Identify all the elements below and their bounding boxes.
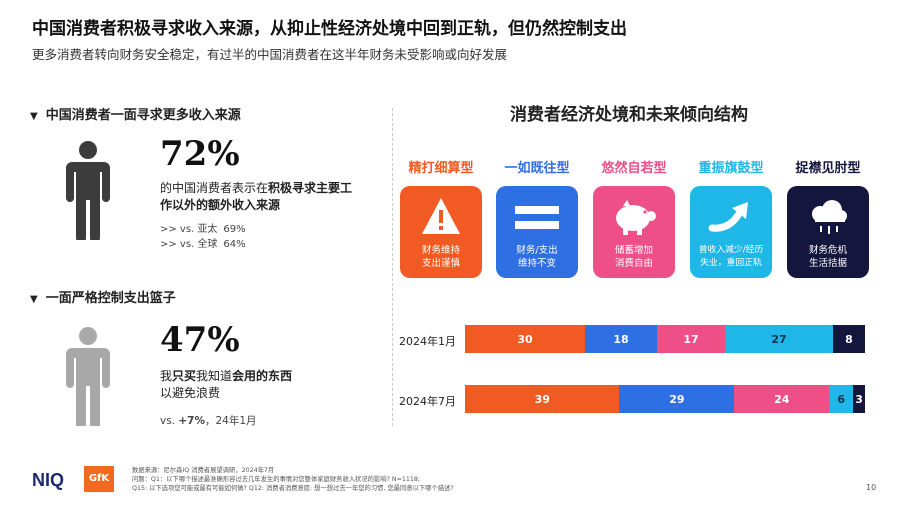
piggy-bank-icon: [593, 194, 675, 240]
section-heading-income: ▼ 中国消费者一面寻求更多收入来源: [30, 104, 241, 123]
type-label-rebound: 重振旗鼓型: [698, 161, 764, 176]
data-label: 3: [855, 392, 863, 406]
type-card-careful: 财务维持 支出谨慎: [400, 186, 482, 278]
card-text: 储蓄增加 消费自由: [593, 244, 675, 270]
bar-segment-strapped: 3: [853, 385, 865, 413]
stacked-bar-jan: 30 18 17 27 8: [465, 325, 865, 353]
data-label: 18: [613, 332, 629, 346]
desc-text: 我: [160, 369, 173, 383]
person-icon: [60, 140, 116, 244]
card-text: 曾收入减少/经历 失业，重回正轨: [690, 244, 772, 270]
row-label-jan: 2024年1月: [399, 335, 456, 348]
bar-segment-steady: 18: [585, 325, 657, 353]
stat-spending: 47%: [160, 320, 240, 360]
page-number: 10: [866, 483, 877, 492]
type-label-careful: 精打细算型: [408, 161, 474, 176]
desc-text: 我知道: [196, 369, 233, 383]
type-label-leisurely: 悠然自若型: [601, 161, 667, 176]
data-label: 24: [774, 392, 790, 406]
stacked-bar-jul: 39 29 24 6 3: [465, 385, 865, 413]
comparison-apac: >> vs. 亚太 69%: [160, 222, 246, 237]
data-label: 17: [683, 332, 699, 346]
page-subtitle: 更多消费者转向财务安全稳定，有过半的中国消费者在这半年财务未受影响或向好发展: [32, 47, 508, 62]
comparison-jan: vs. +7%，24年1月: [160, 414, 257, 429]
triangle-down-icon: ▼: [30, 111, 38, 122]
page-title: 中国消费者积极寻求收入来源，从抑止性经济处境中回到正轨，但仍然控制支出: [32, 19, 627, 39]
row-label-jul: 2024年7月: [399, 395, 456, 408]
data-label: 8: [845, 332, 853, 346]
type-label-strapped: 捉襟见肘型: [795, 161, 861, 176]
type-card-leisurely: 储蓄增加 消费自由: [593, 186, 675, 278]
section-heading-label: 一面严格控制支出篮子: [45, 291, 176, 306]
stat-income-desc: 的中国消费者表示在积极寻求主要工作以外的额外收入来源: [160, 180, 360, 214]
card-line: 维持不变: [517, 258, 556, 269]
card-line: 财务维持: [421, 245, 460, 256]
type-card-strapped: 财务危机 生活拮据: [787, 186, 869, 278]
bar-segment-steady: 29: [619, 385, 735, 413]
desc-bold-text: 会用的东西: [232, 369, 293, 383]
person-icon: [60, 326, 116, 430]
footnote-question: 问题：Q1：以下哪个描述最准确形容过去几年发生的事情对您整体家庭财务收入状况的影…: [132, 476, 421, 483]
bar-segment-leisurely: 24: [734, 385, 830, 413]
card-text: 财务危机 生活拮据: [787, 244, 869, 270]
section-heading-label: 中国消费者一面寻求更多收入来源: [45, 108, 241, 123]
comparison-global: >> vs. 全球 64%: [160, 237, 246, 252]
comparison-label: ，24年1月: [205, 415, 257, 427]
triangle-down-icon: ▼: [30, 294, 38, 305]
stat-income: 72%: [160, 134, 240, 174]
footnotes: 数据来源：尼尔森IQ 消费者展望调研，2024年7月 问题：Q1：以下哪个描述最…: [132, 466, 454, 493]
card-line: 曾收入减少/经历: [698, 245, 764, 255]
section-heading-spending: ▼ 一面严格控制支出篮子: [30, 287, 176, 306]
card-text: 财务维持 支出谨慎: [400, 244, 482, 270]
data-label: 39: [534, 392, 550, 406]
comparison-list: >> vs. 亚太 69% >> vs. 全球 64%: [160, 222, 246, 252]
desc-bold-text: 积极寻求主要工作以外的额外收入来源: [160, 181, 353, 212]
card-line: 生活拮据: [808, 258, 847, 269]
warning-icon: [400, 194, 482, 240]
comparison-label: >> vs. 亚太: [160, 224, 218, 235]
bar-segment-rebound: 6: [829, 385, 854, 413]
stat-spending-desc: 我只买我知道会用的东西 以避免浪费: [160, 368, 360, 402]
desc-text: 的中国消费者表示在: [160, 181, 269, 195]
bar-segment-careful: 39: [465, 385, 620, 413]
arrow-up-icon: [690, 194, 772, 240]
comparison-value: 69%: [223, 224, 246, 235]
type-label-steady: 一如既往型: [504, 161, 570, 176]
data-label: 6: [837, 392, 846, 406]
comparison-label: >> vs. 全球: [160, 239, 218, 250]
niq-logo: NIQ: [32, 470, 65, 490]
type-card-rebound: 曾收入减少/经历 失业，重回正轨: [690, 186, 772, 278]
footnote-question: Q15: 以下选项您可能或最有可能如何做? Q12: 消费者消费意愿: 想一想过…: [132, 485, 454, 492]
chart-title: 消费者经济处境和未来倾向结构: [510, 105, 748, 125]
comparison-label: vs.: [160, 415, 179, 427]
card-line: 消费自由: [614, 258, 653, 269]
comparison-value: 64%: [223, 239, 246, 250]
card-line: 财务危机: [808, 245, 847, 256]
card-text: 财务/支出维持不变: [496, 244, 578, 270]
bar-segment-strapped: 8: [833, 325, 865, 353]
storm-cloud-icon: [787, 194, 869, 240]
card-line: 财务/支出: [516, 245, 558, 256]
desc-text: 以避免浪费: [160, 386, 221, 400]
footnote-source: 数据来源：尼尔森IQ 消费者展望调研，2024年7月: [132, 467, 275, 474]
card-line: 储蓄增加: [614, 245, 653, 256]
card-line: 支出谨慎: [421, 258, 460, 269]
desc-bold-text: 只买: [172, 369, 197, 383]
equals-icon: [496, 194, 578, 240]
data-label: 29: [669, 392, 685, 406]
comparison-value: +7%: [178, 415, 205, 427]
data-label: 27: [771, 332, 787, 346]
card-line: 失业，重回正轨: [700, 258, 762, 268]
gfk-logo: GfK: [84, 466, 114, 492]
bar-segment-leisurely: 17: [657, 325, 725, 353]
bar-segment-careful: 30: [465, 325, 585, 353]
type-card-steady: 财务/支出维持不变: [496, 186, 578, 278]
data-label: 30: [517, 332, 533, 346]
divider: [392, 108, 393, 426]
bar-segment-rebound: 27: [725, 325, 833, 353]
